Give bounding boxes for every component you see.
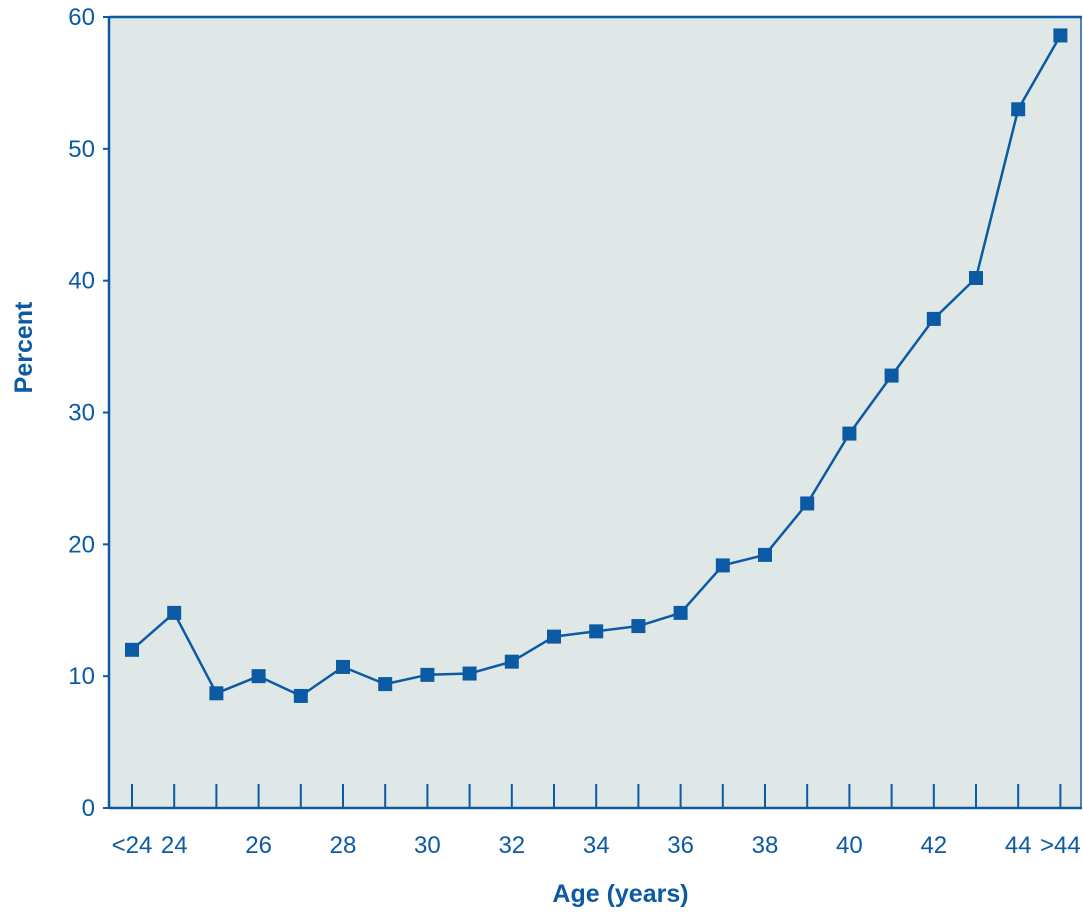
data-point-marker	[842, 426, 857, 441]
data-point-marker	[800, 496, 815, 511]
data-point-marker	[336, 659, 350, 674]
data-point-marker	[209, 686, 224, 701]
y-tick-label: 10	[68, 663, 95, 690]
x-tick-label: 40	[836, 832, 863, 859]
x-tick-label: 32	[498, 832, 525, 859]
y-tick-labels: 0 10 20 30 40 50 60	[68, 4, 109, 822]
x-ticks	[131, 784, 1062, 808]
data-point-marker	[378, 677, 393, 692]
data-point-marker	[1011, 102, 1026, 117]
x-tick-label: <24	[112, 832, 153, 859]
data-point-marker	[251, 669, 266, 684]
data-point-marker	[547, 629, 561, 644]
x-tick-label: >44	[1040, 832, 1081, 859]
x-tick-label: 26	[245, 832, 272, 859]
data-point-marker	[167, 605, 182, 620]
data-point-marker	[589, 624, 604, 639]
x-tick-label: 36	[667, 832, 694, 859]
data-point-marker	[969, 271, 983, 286]
data-point-marker	[293, 688, 308, 703]
data-point-marker	[462, 666, 477, 681]
data-point-marker	[125, 642, 139, 657]
y-tick-label: 30	[68, 400, 95, 427]
data-point-marker	[420, 667, 435, 682]
data-point-marker	[1053, 28, 1068, 43]
x-tick-label: 28	[330, 832, 357, 859]
y-tick-label: 0	[82, 795, 95, 822]
y-axis-label: Percent	[10, 301, 38, 393]
x-tick-label: 34	[583, 832, 610, 859]
y-tick-label: 40	[68, 268, 95, 295]
x-axis-label: Age (years)	[552, 880, 688, 908]
data-point-marker	[504, 654, 519, 669]
data-point-marker	[631, 619, 646, 634]
x-tick-label: 24	[161, 832, 188, 859]
x-tick-label: 44	[1005, 832, 1032, 859]
data-point-marker	[884, 368, 899, 383]
y-tick-label: 20	[68, 531, 95, 558]
x-tick-label: 42	[920, 832, 947, 859]
data-markers	[125, 28, 1068, 703]
plot-background	[109, 17, 1080, 808]
x-tick-label: 38	[752, 832, 779, 859]
data-point-marker	[715, 558, 730, 573]
x-tick-labels: <24 24 26 28 30 32 34 36 38 40 42 44 >44	[112, 832, 1081, 859]
data-point-marker	[758, 547, 772, 562]
data-point-marker	[926, 311, 941, 326]
y-tick-label: 50	[68, 136, 95, 163]
y-tick-label: 60	[68, 4, 95, 31]
x-tick-label: 30	[414, 832, 441, 859]
data-point-marker	[673, 605, 688, 620]
